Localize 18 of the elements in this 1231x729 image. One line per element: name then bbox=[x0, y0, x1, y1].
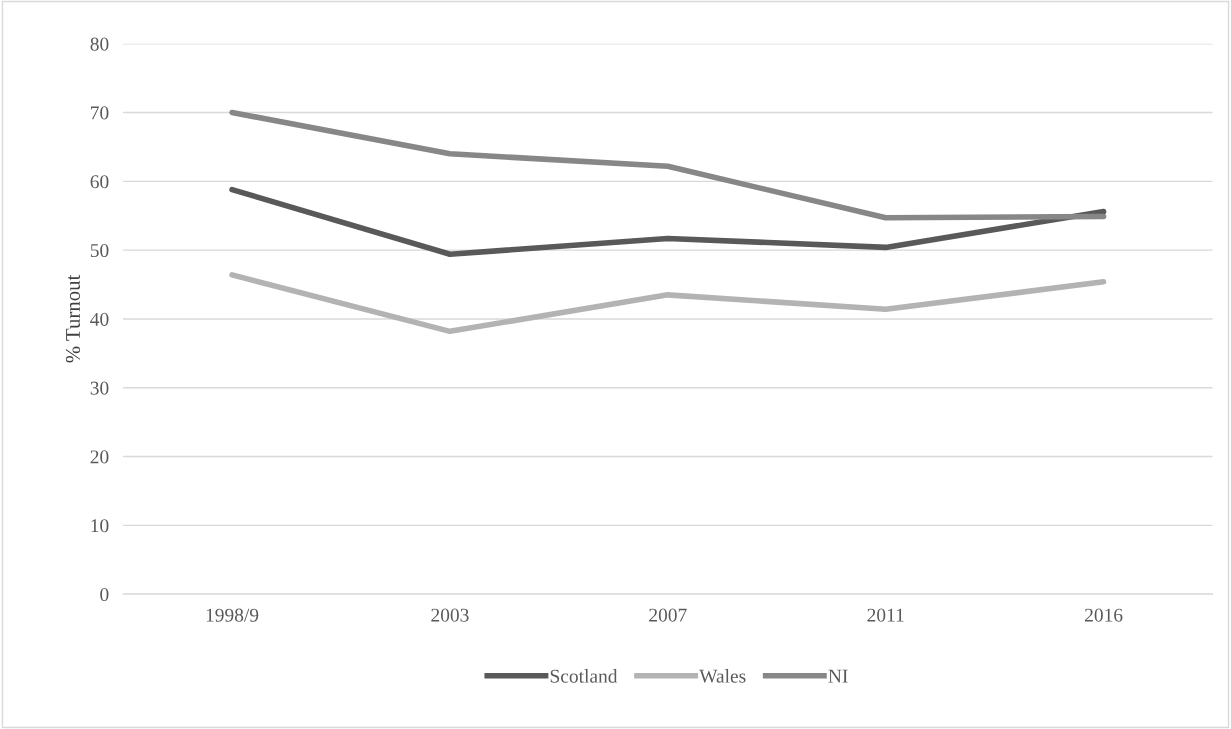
x-tick-label: 1998/9 bbox=[206, 608, 259, 622]
x-tick-label: 2003 bbox=[431, 608, 469, 622]
y-axis-title: % Turnout bbox=[65, 274, 81, 363]
x-tick-label: 2016 bbox=[1085, 608, 1123, 622]
legend-label: NI bbox=[828, 669, 848, 683]
y-tick-label: 50 bbox=[90, 243, 109, 258]
y-tick-label: 30 bbox=[90, 381, 109, 395]
y-tick-label: 70 bbox=[91, 106, 109, 120]
x-tick-label: 2011 bbox=[867, 608, 904, 622]
x-tick-label: 2007 bbox=[649, 608, 687, 622]
y-tick-label: 80 bbox=[90, 37, 109, 51]
y-tick-label: 40 bbox=[90, 312, 109, 326]
legend-label: Wales bbox=[699, 669, 746, 683]
y-tick-label: 60 bbox=[90, 175, 109, 189]
y-tick-label: 20 bbox=[90, 450, 109, 464]
y-tick-label: 10 bbox=[91, 519, 109, 533]
y-tick-label: 0 bbox=[100, 587, 109, 602]
legend-label: Scotland bbox=[550, 669, 618, 683]
